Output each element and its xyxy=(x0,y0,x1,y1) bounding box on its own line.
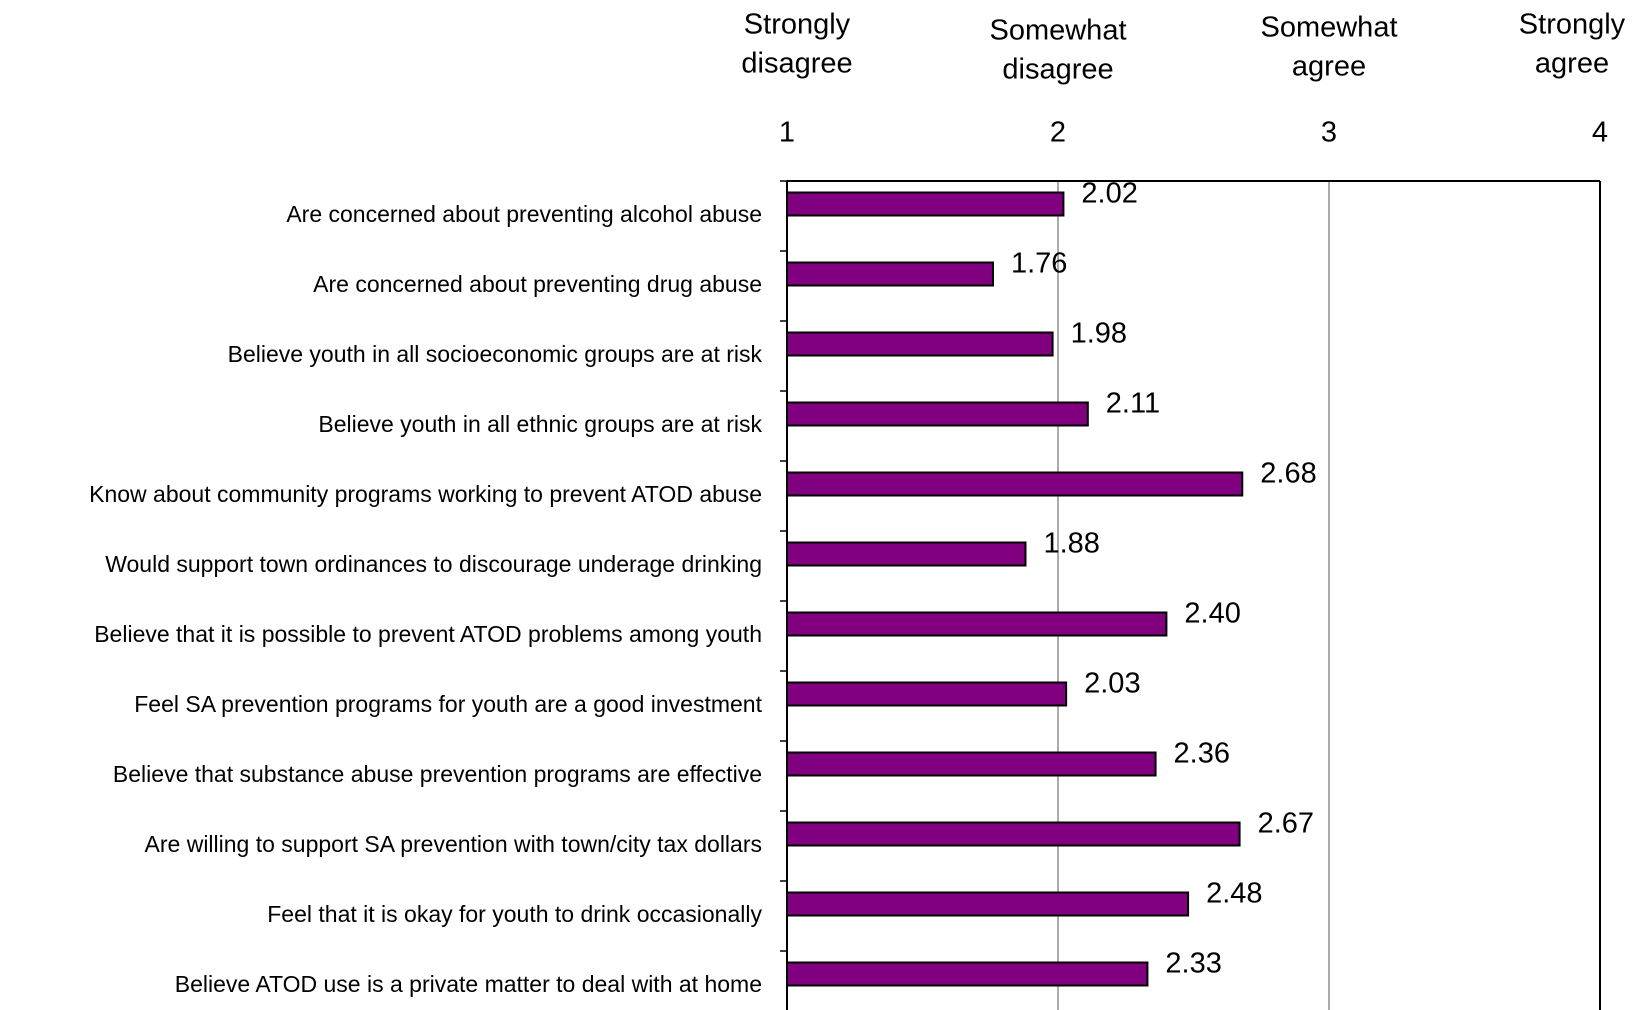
scale-label: agree xyxy=(1292,51,1366,83)
x-tick-label: 3 xyxy=(1321,117,1337,149)
category-label: Are concerned about preventing drug abus… xyxy=(313,271,762,297)
bar xyxy=(786,541,1027,567)
bar xyxy=(786,611,1168,637)
bar xyxy=(786,331,1054,357)
scale-label: disagree xyxy=(741,48,852,80)
scale-label: Strongly xyxy=(1519,9,1626,41)
value-label: 2.11 xyxy=(1106,388,1160,420)
scale-label: agree xyxy=(1535,48,1609,80)
value-label: 2.68 xyxy=(1260,458,1316,490)
x-tick-label: 4 xyxy=(1592,117,1608,149)
bar xyxy=(786,191,1065,217)
value-label: 2.33 xyxy=(1165,948,1221,980)
x-tick-label: 1 xyxy=(779,117,795,149)
bar xyxy=(786,261,994,287)
bar xyxy=(786,821,1241,847)
scale-label: Somewhat xyxy=(1260,12,1397,44)
scale-label: Strongly xyxy=(744,9,851,41)
value-label: 1.88 xyxy=(1043,528,1099,560)
value-label: 2.40 xyxy=(1184,598,1240,630)
bar xyxy=(786,401,1089,427)
category-label: Believe ATOD use is a private matter to … xyxy=(175,971,762,997)
value-label: 2.03 xyxy=(1084,668,1140,700)
category-label: Would support town ordinances to discour… xyxy=(105,551,762,577)
category-label: Are concerned about preventing alcohol a… xyxy=(286,201,762,227)
scale-label: disagree xyxy=(1002,54,1113,86)
category-label: Know about community programs working to… xyxy=(89,481,762,507)
value-label: 2.36 xyxy=(1174,738,1230,770)
value-label: 2.48 xyxy=(1206,878,1262,910)
bar xyxy=(786,961,1149,987)
bar xyxy=(786,681,1068,707)
category-label: Believe youth in all socioeconomic group… xyxy=(228,341,763,367)
value-label: 1.76 xyxy=(1011,248,1067,280)
bar xyxy=(786,471,1244,497)
category-label: Feel that it is okay for youth to drink … xyxy=(267,901,762,927)
x-tick-label: 2 xyxy=(1050,117,1066,149)
category-label: Believe that it is possible to prevent A… xyxy=(94,621,762,647)
bar xyxy=(786,891,1190,917)
value-label: 2.67 xyxy=(1258,808,1314,840)
category-label: Are willing to support SA prevention wit… xyxy=(145,831,762,857)
scale-label: Somewhat xyxy=(989,15,1126,47)
value-label: 1.98 xyxy=(1071,318,1127,350)
category-label: Believe youth in all ethnic groups are a… xyxy=(318,411,762,437)
category-label: Feel SA prevention programs for youth ar… xyxy=(134,691,762,717)
value-label: 2.02 xyxy=(1081,178,1137,210)
bar xyxy=(786,751,1157,777)
category-label: Believe that substance abuse prevention … xyxy=(113,761,762,787)
